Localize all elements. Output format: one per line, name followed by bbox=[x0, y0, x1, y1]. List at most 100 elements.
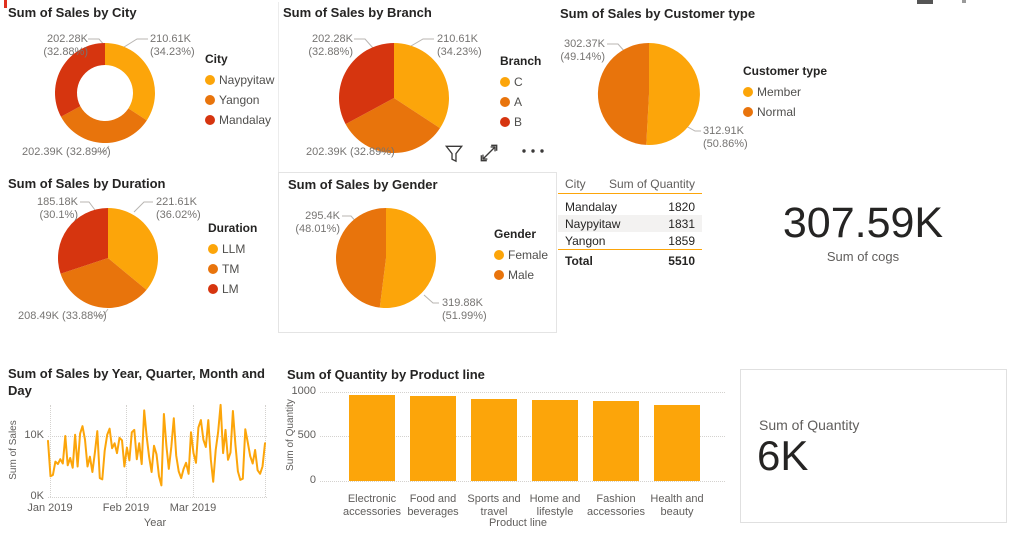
data-label: 202.28K (32.88%) bbox=[43, 33, 88, 58]
visual-title: Sum of Sales by Gender bbox=[288, 177, 438, 192]
legend-item[interactable]: B bbox=[500, 115, 541, 129]
data-label: 302.37K (49.14%) bbox=[560, 38, 605, 63]
legend-swatch-icon bbox=[500, 77, 510, 87]
visual-title: Sum of Quantity by Product line bbox=[287, 367, 485, 382]
leader-line bbox=[95, 145, 110, 153]
filter-icon[interactable] bbox=[443, 143, 465, 165]
container-edge-line bbox=[278, 2, 279, 172]
column-header-city[interactable]: City bbox=[565, 177, 586, 191]
pie-chart[interactable] bbox=[280, 0, 556, 168]
card-label: Sum of cogs bbox=[826, 249, 900, 264]
legend-item[interactable]: LLM bbox=[208, 242, 257, 256]
x-tick: Fashion accessories bbox=[586, 493, 646, 518]
x-tick: Food and beverages bbox=[407, 493, 459, 518]
table-row[interactable]: Mandalay 1820 bbox=[565, 200, 695, 214]
gridline bbox=[320, 481, 725, 482]
x-tick: Home and lifestyle bbox=[529, 493, 581, 518]
y-axis-title: Sum of Quantity bbox=[285, 399, 296, 471]
gridline bbox=[265, 405, 266, 497]
pie-chart[interactable] bbox=[280, 170, 557, 333]
bar[interactable] bbox=[349, 394, 395, 481]
card-value: 307.59K bbox=[782, 199, 944, 247]
y-tick: 1000 bbox=[291, 385, 316, 397]
x-tick: Feb 2019 bbox=[102, 502, 150, 514]
card-sum-of-quantity[interactable]: Sum of Quantity 6K bbox=[740, 369, 1007, 523]
data-label: 202.39K (32.89%) bbox=[306, 146, 395, 158]
data-label: 319.88K (51.99%) bbox=[442, 297, 487, 322]
legend-item[interactable]: Member bbox=[743, 85, 827, 99]
table-row[interactable]: Naypyitaw 1831 bbox=[558, 215, 702, 232]
x-tick: Mar 2019 bbox=[169, 502, 217, 514]
y-tick: 0K bbox=[30, 490, 44, 502]
visual-quantity-by-product-line[interactable]: Sum of Quantity by Product line 1000 500… bbox=[280, 360, 735, 540]
legend-swatch-icon bbox=[500, 117, 510, 127]
edge-artifact bbox=[917, 0, 933, 4]
table-total-row: Total 5510 bbox=[565, 254, 695, 268]
bar[interactable] bbox=[654, 405, 700, 481]
visual-sales-by-date-line[interactable]: Sum of Sales by Year, Quarter, Month and… bbox=[0, 360, 278, 545]
visual-title: Sum of Sales by Branch bbox=[283, 5, 432, 20]
visual-sum-of-sales-by-city[interactable]: Sum of Sales by City 202.28K (32.88%) 210… bbox=[0, 0, 278, 168]
pie-chart[interactable] bbox=[555, 0, 855, 165]
y-tick: 500 bbox=[297, 429, 316, 441]
visual-sum-of-sales-by-branch[interactable]: Sum of Sales by Branch 202.28K (32.88%) 2… bbox=[280, 0, 556, 168]
visual-title: Sum of Sales by Duration bbox=[8, 176, 166, 191]
y-axis-title: Sum of Sales bbox=[8, 420, 19, 480]
focus-mode-icon[interactable] bbox=[478, 142, 500, 164]
edge-artifact bbox=[4, 0, 7, 8]
visual-sum-of-sales-by-gender[interactable]: Sum of Sales by Gender 295.4K (48.01%) 31… bbox=[280, 170, 557, 333]
card-value: 6K bbox=[757, 432, 809, 479]
bar[interactable] bbox=[532, 399, 578, 481]
legend-item[interactable]: Mandalay bbox=[205, 113, 274, 127]
legend-item[interactable]: LM bbox=[208, 282, 257, 296]
pie-chart[interactable] bbox=[0, 170, 278, 335]
data-label: 208.49K (33.88%) bbox=[18, 310, 107, 322]
bar[interactable] bbox=[471, 399, 517, 481]
table-row[interactable]: Yangon 1859 bbox=[565, 234, 695, 248]
legend-swatch-icon bbox=[494, 250, 504, 260]
legend-item[interactable]: Normal bbox=[743, 105, 827, 119]
table-rule bbox=[558, 249, 702, 250]
legend-item[interactable]: C bbox=[500, 75, 541, 89]
leader-line bbox=[80, 201, 96, 211]
legend-title: Gender bbox=[494, 227, 537, 241]
bar[interactable] bbox=[410, 396, 456, 481]
visual-container-outline bbox=[278, 172, 557, 333]
leader-line bbox=[94, 308, 109, 317]
legend-item[interactable]: Yangon bbox=[205, 93, 274, 107]
leader-line bbox=[410, 38, 434, 47]
data-label: 312.91K (50.86%) bbox=[703, 125, 748, 150]
x-tick: Electronic accessories bbox=[342, 493, 402, 518]
legend-swatch-icon bbox=[208, 244, 218, 254]
data-label: 295.4K (48.01%) bbox=[295, 210, 340, 235]
gridline bbox=[48, 436, 267, 437]
legend-swatch-icon bbox=[743, 87, 753, 97]
edge-artifact bbox=[962, 0, 966, 3]
data-label: 210.61K (34.23%) bbox=[437, 33, 482, 58]
legend-swatch-icon bbox=[500, 97, 510, 107]
line-series[interactable] bbox=[0, 360, 278, 545]
donut-chart[interactable] bbox=[0, 0, 278, 168]
gridline bbox=[320, 392, 725, 393]
legend: City Naypyitaw Yangon Mandalay bbox=[205, 52, 274, 134]
visual-title: Sum of Sales by City bbox=[8, 5, 137, 20]
data-label: 221.61K (36.02%) bbox=[156, 196, 201, 221]
legend-item[interactable]: A bbox=[500, 95, 541, 109]
data-label: 202.28K (32.88%) bbox=[308, 33, 353, 58]
x-tick: Sports and travel bbox=[467, 493, 521, 518]
legend-item[interactable]: Naypyitaw bbox=[205, 73, 274, 87]
bar[interactable] bbox=[593, 400, 639, 481]
legend-item[interactable]: TM bbox=[208, 262, 257, 276]
legend-swatch-icon bbox=[205, 75, 215, 85]
visual-sum-of-sales-by-duration[interactable]: Sum of Sales by Duration 185.18K (30.1%) … bbox=[0, 170, 278, 335]
more-options-icon[interactable] bbox=[520, 144, 544, 166]
leader-line bbox=[123, 38, 148, 48]
y-tick: 10K bbox=[24, 429, 44, 441]
legend: Gender Female Male bbox=[494, 227, 548, 289]
visual-sum-of-sales-by-customer-type[interactable]: Sum of Sales by Customer type 302.37K (49… bbox=[555, 0, 855, 165]
legend-item[interactable]: Male bbox=[494, 268, 548, 282]
column-header-quantity[interactable]: Sum of Quantity bbox=[608, 177, 695, 191]
legend-item[interactable]: Female bbox=[494, 248, 548, 262]
leader-line bbox=[133, 201, 153, 213]
